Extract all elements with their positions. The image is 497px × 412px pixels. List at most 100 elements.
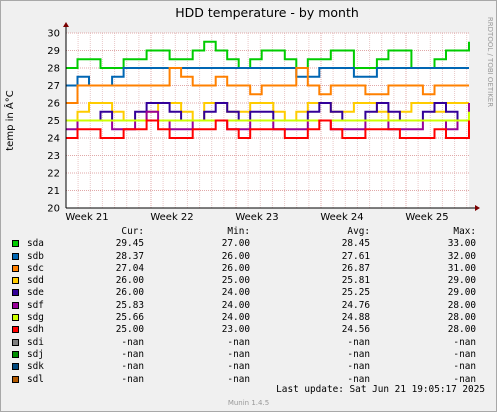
legend-min-sdg: 24.00 <box>221 312 250 324</box>
legend-header: Cur: Min: Avg: Max: <box>0 226 497 238</box>
legend-cur-sde: 26.00 <box>115 287 144 299</box>
legend-row-sdg: sdg 25.66 24.00 24.88 28.00 <box>0 312 497 324</box>
legend-max-sdh: 28.00 <box>447 324 476 336</box>
header-max: Max: <box>453 226 476 237</box>
y-axis-arrow <box>63 22 69 27</box>
x-tick-label: Week 24 <box>320 212 363 223</box>
legend-avg-sde: 25.25 <box>341 287 370 299</box>
x-tick-label: Week 23 <box>235 212 278 223</box>
legend-cur-sdk: -nan <box>121 361 144 373</box>
legend-min-sdf: 24.00 <box>221 299 250 311</box>
x-tick-label: Week 25 <box>405 212 448 223</box>
temperature-chart: 20 21 22 23 24 25 26 27 28 29 30 Week 21 Week 22 Week… <box>3 5 494 223</box>
legend-avg-sdg: 24.88 <box>341 312 370 324</box>
legend-avg-sdk: -nan <box>347 361 370 373</box>
legend-cur-sdj: -nan <box>121 348 144 360</box>
legend-name-sdb: sdb <box>27 250 44 262</box>
legend-cur-sdi: -nan <box>121 336 144 348</box>
legend-swatch-sde <box>12 289 19 297</box>
legend-name-sdk: sdk <box>27 361 44 373</box>
legend-min-sdj: -nan <box>227 348 250 360</box>
legend-avg-sdb: 27.61 <box>341 250 370 262</box>
x-axis-arrow <box>475 205 480 211</box>
y-tick-label: 21 <box>47 186 60 197</box>
legend-avg-sdc: 26.87 <box>341 262 370 274</box>
legend-cur-sdd: 26.00 <box>115 275 144 287</box>
legend-max-sdf: 28.00 <box>447 299 476 311</box>
legend-name-sdg: sdg <box>27 312 44 324</box>
legend-rows: sda 29.45 27.00 28.45 33.00 sdb 28.37 26.00 27.6… <box>0 238 497 386</box>
legend-name-sdf: sdf <box>27 299 44 311</box>
legend-min-sdc: 26.00 <box>221 262 250 274</box>
y-tick-label: 29 <box>47 46 60 57</box>
legend-swatch-sdd <box>12 277 19 285</box>
legend-max-sdi: -nan <box>453 336 476 348</box>
legend-row-sdd: sdd 26.00 25.00 25.81 29.00 <box>0 275 497 287</box>
y-tick-label: 23 <box>47 151 60 162</box>
series-line-sdb <box>66 67 469 87</box>
legend-min-sde: 24.00 <box>221 287 250 299</box>
legend-min-sdd: 25.00 <box>221 275 250 287</box>
legend-name-sdl: sdl <box>27 373 44 385</box>
legend-avg-sdh: 24.56 <box>341 324 370 336</box>
legend-name-sdj: sdj <box>27 348 44 360</box>
legend-name-sdh: sdh <box>27 324 44 336</box>
legend-row-sdc: sdc 27.04 26.00 26.87 31.00 <box>0 263 497 275</box>
legend-swatch-sdj <box>12 350 19 358</box>
legend-name-sda: sda <box>27 238 44 250</box>
legend-min-sda: 27.00 <box>221 238 250 250</box>
header-avg: Avg: <box>347 226 370 237</box>
legend-cur-sdl: -nan <box>121 373 144 385</box>
legend-cur-sdc: 27.04 <box>115 262 144 274</box>
legend-max-sdg: 28.00 <box>447 312 476 324</box>
y-tick-label: 25 <box>47 116 60 127</box>
legend-max-sdk: -nan <box>453 361 476 373</box>
legend-max-sdb: 32.00 <box>447 250 476 262</box>
legend-avg-sdf: 24.76 <box>341 299 370 311</box>
legend-max-sde: 29.00 <box>447 287 476 299</box>
legend-name-sde: sde <box>27 287 44 299</box>
legend-avg-sda: 28.45 <box>341 238 370 250</box>
y-tick-label: 28 <box>47 64 60 75</box>
legend-cur-sdf: 25.83 <box>115 299 144 311</box>
y-axis-label: temp in Â°C <box>3 90 16 150</box>
legend-min-sdl: -nan <box>227 373 250 385</box>
chart-title: HDD temperature - by month <box>175 5 359 20</box>
legend-name-sdc: sdc <box>27 262 44 274</box>
legend-swatch-sdi <box>12 338 19 346</box>
y-tick-label: 24 <box>47 134 60 145</box>
legend-row-sdj: sdj -nan -nan -nan -nan <box>0 349 497 361</box>
legend-cur-sdb: 28.37 <box>115 250 144 262</box>
legend-swatch-sdh <box>12 326 19 334</box>
legend-avg-sdl: -nan <box>347 373 370 385</box>
legend-name-sdd: sdd <box>27 275 44 287</box>
legend-row-sdi: sdi -nan -nan -nan -nan <box>0 337 497 349</box>
legend-min-sdh: 23.00 <box>221 324 250 336</box>
legend-max-sdd: 29.00 <box>447 275 476 287</box>
y-tick-label: 26 <box>47 99 60 110</box>
legend-swatch-sdk <box>12 363 19 371</box>
series-line-sdh <box>66 119 470 139</box>
header-min: Min: <box>227 226 250 237</box>
legend-min-sdb: 26.00 <box>221 250 250 262</box>
legend-row-sda: sda 29.45 27.00 28.45 33.00 <box>0 238 497 250</box>
legend-swatch-sda <box>12 240 19 248</box>
legend-row-sdl: sdl -nan -nan -nan -nan <box>0 374 497 386</box>
legend-table: Cur: Min: Avg: Max: sda 29.45 27.00 28.45 33… <box>0 226 497 386</box>
legend-cur-sdg: 25.66 <box>115 312 144 324</box>
legend-row-sde: sde 26.00 24.00 25.25 29.00 <box>0 287 497 299</box>
legend-max-sdl: -nan <box>453 373 476 385</box>
munin-version-text: Munin 1.4.5 <box>227 399 270 407</box>
legend-swatch-sdb <box>12 252 19 260</box>
legend-row-sdb: sdb 28.37 26.00 27.61 32.00 <box>0 251 497 263</box>
legend-min-sdk: -nan <box>227 361 250 373</box>
legend-avg-sdi: -nan <box>347 336 370 348</box>
legend-swatch-sdg <box>12 314 19 322</box>
legend-min-sdi: -nan <box>227 336 250 348</box>
legend-cur-sda: 29.45 <box>115 238 144 250</box>
legend-max-sdj: -nan <box>453 348 476 360</box>
rrdtool-credit: RRDTOOL / TOBI OETIKER <box>486 17 494 107</box>
legend-max-sda: 33.00 <box>447 238 476 250</box>
y-tick-label: 30 <box>47 29 60 40</box>
legend-row-sdf: sdf 25.83 24.00 24.76 28.00 <box>0 300 497 312</box>
